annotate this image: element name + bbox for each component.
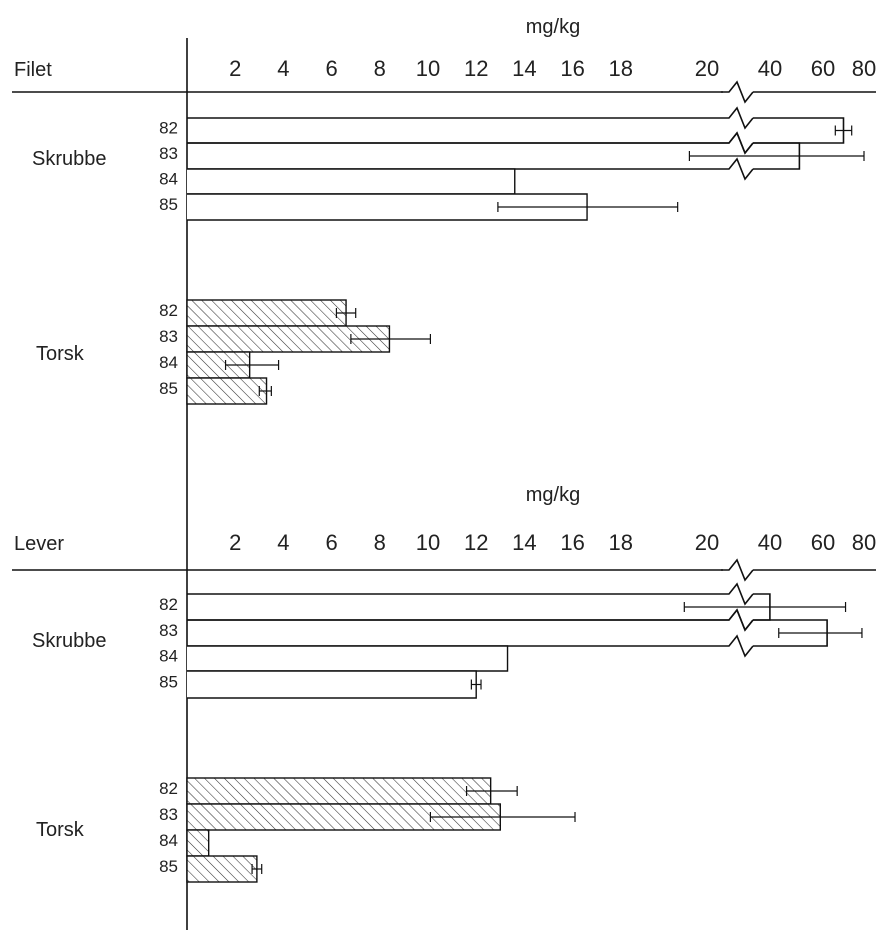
x-tick-label: 6 xyxy=(325,56,337,81)
group-label: Skrubbe xyxy=(32,630,107,652)
year-label: 85 xyxy=(159,857,178,876)
bar-top-break-mark xyxy=(721,582,754,606)
x-tick-label: 8 xyxy=(374,530,386,555)
x-tick-label: 14 xyxy=(512,530,536,555)
bar-top-break-mark xyxy=(721,131,754,155)
x-tick-label: 12 xyxy=(464,56,488,81)
year-label: 85 xyxy=(159,379,178,398)
x-tick-label: 14 xyxy=(512,56,536,81)
year-label: 85 xyxy=(159,673,178,692)
bar xyxy=(187,670,477,699)
x-tick-label: 2 xyxy=(229,56,241,81)
group-label: Skrubbe xyxy=(32,148,107,170)
panel-label: Lever xyxy=(14,533,64,555)
year-label: 83 xyxy=(159,621,178,640)
x-tick-label: 8 xyxy=(374,56,386,81)
x-tick-label: 80 xyxy=(852,530,876,555)
x-tick-label: 16 xyxy=(560,56,584,81)
x-tick-label: 16 xyxy=(560,530,584,555)
year-label: 83 xyxy=(159,144,178,163)
year-label: 82 xyxy=(159,779,178,798)
x-tick-label: 20 xyxy=(695,56,719,81)
bar-bottom-break-mark xyxy=(721,634,754,658)
axis-unit-label: mg/kg xyxy=(526,484,580,506)
axis-unit-label: mg/kg xyxy=(526,16,580,38)
x-tick-label: 40 xyxy=(758,56,782,81)
panel-label: Filet xyxy=(14,59,52,81)
year-label: 82 xyxy=(159,119,178,138)
year-label: 82 xyxy=(159,595,178,614)
year-label: 83 xyxy=(159,327,178,346)
x-axis-break-mark xyxy=(721,80,754,104)
x-tick-label: 2 xyxy=(229,530,241,555)
x-tick-label: 12 xyxy=(464,530,488,555)
x-tick-label: 4 xyxy=(277,56,289,81)
x-tick-label: 80 xyxy=(852,56,876,81)
year-label: 84 xyxy=(159,353,178,372)
x-tick-label: 4 xyxy=(277,530,289,555)
x-tick-label: 10 xyxy=(416,56,440,81)
bar xyxy=(186,829,210,857)
bar-top-break-mark xyxy=(721,608,754,632)
bar xyxy=(186,855,258,883)
x-tick-label: 10 xyxy=(416,530,440,555)
bar xyxy=(186,377,268,405)
bar xyxy=(186,777,492,805)
year-label: 83 xyxy=(159,805,178,824)
bar xyxy=(186,299,347,327)
x-tick-label: 60 xyxy=(811,530,835,555)
x-axis-break-mark xyxy=(721,558,754,582)
x-tick-label: 40 xyxy=(758,530,782,555)
year-label: 82 xyxy=(159,301,178,320)
bar-bottom-break-mark xyxy=(721,157,754,181)
year-label: 84 xyxy=(159,831,178,850)
year-label: 84 xyxy=(159,170,178,189)
x-tick-label: 60 xyxy=(811,56,835,81)
year-label: 85 xyxy=(159,195,178,214)
chart-layer: mg/kg Filet 2 4 6 8 10 12 14 16 18 20 40 60 80 Skrubbe 8… xyxy=(12,16,876,930)
x-tick-label: 20 xyxy=(695,530,719,555)
x-tick-label: 18 xyxy=(609,56,633,81)
x-tick-label: 18 xyxy=(609,530,633,555)
x-tick-label: 6 xyxy=(325,530,337,555)
bar-top-break-mark xyxy=(721,106,754,130)
bar xyxy=(187,168,516,195)
year-label: 84 xyxy=(159,647,178,666)
bar xyxy=(187,645,509,672)
group-label: Torsk xyxy=(36,343,85,365)
bar-end xyxy=(753,117,845,144)
group-label: Torsk xyxy=(36,819,85,841)
